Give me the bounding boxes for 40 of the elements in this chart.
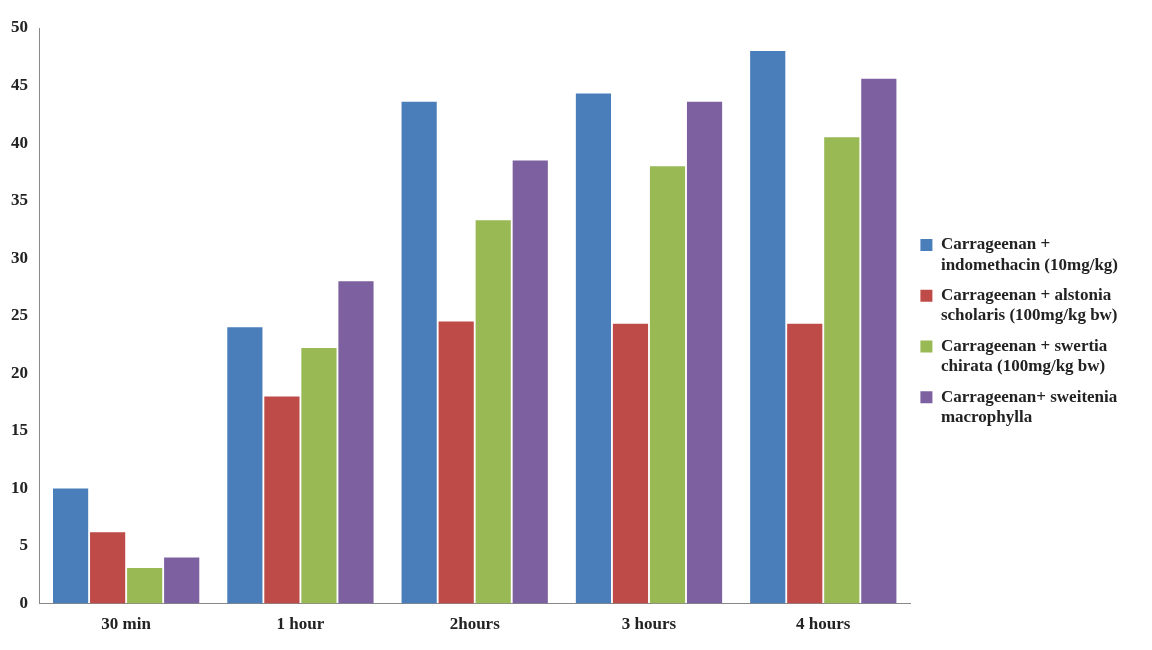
bar [227,327,263,604]
y-tick-label: 10 [11,477,28,497]
bar [401,101,437,604]
y-tick-label: 5 [19,535,28,555]
x-tick-label: 30 min [101,614,152,634]
y-tick-label: 25 [11,305,28,325]
y-tick-label: 35 [11,190,28,210]
y-tick-label: 15 [11,420,28,440]
y-tick-label: 50 [11,17,28,37]
bar [649,166,686,604]
y-tick-label: 45 [11,74,28,94]
bar [53,488,89,604]
x-tick-label: 2hours [449,614,501,634]
bar [438,321,474,604]
bar [861,78,897,604]
bar [512,160,548,604]
bar [686,101,723,604]
bar [301,348,337,604]
bar [787,323,823,604]
legend-label: Carrageenan+ sweitenia macrophylla [940,386,1118,427]
bar [127,567,163,604]
x-tick-label: 4 hours [796,614,851,634]
bar [750,51,786,604]
bar [164,557,200,604]
y-tick-label: 40 [11,132,28,152]
y-tick-label: 30 [11,247,28,267]
legend-label: Carrageenan + alstonia scholaris (100mg/kg bw) [940,285,1118,325]
legend-label: Carrageenan + swertia chirata (100mg/kg bw) [940,335,1108,376]
x-tick-label: 1 hour [276,614,325,634]
y-tick-label: 20 [11,362,28,382]
bar [575,93,612,604]
bar [475,220,511,604]
x-tick-label: 3 hours [621,614,677,634]
legend-label: Carrageenan + indomethacin (10mg/kg) [940,234,1118,274]
y-tick-label: 0 [19,592,28,612]
bar [90,532,126,604]
bar [824,137,860,604]
bar [264,396,300,604]
bar [338,281,374,604]
bar [612,323,649,604]
